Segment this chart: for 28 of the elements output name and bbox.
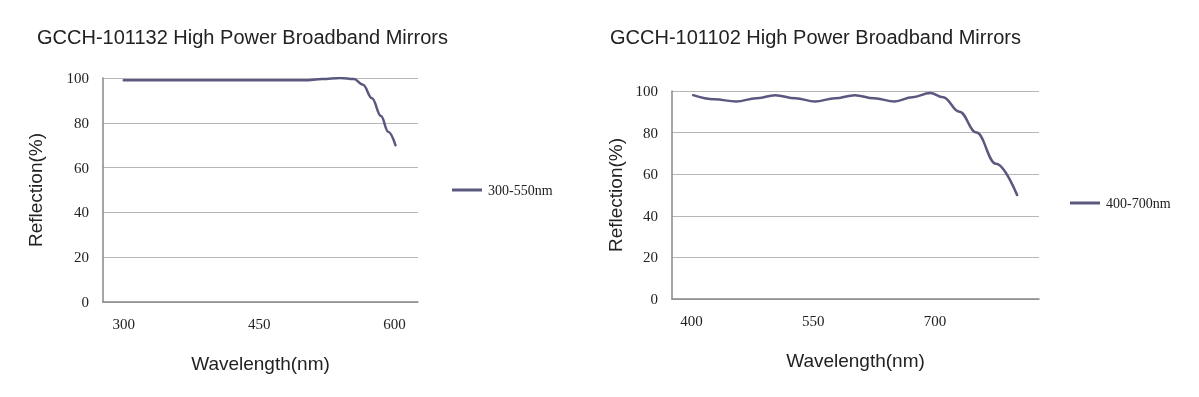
y-tick-label: 60 [74, 159, 89, 176]
x-tick-label: 300 [112, 315, 136, 332]
line-series [122, 76, 397, 147]
chart-title: GCCH-101132 High Power Broadband Mirrors [37, 26, 448, 48]
x-axis-title: Wavelength(nm) [786, 350, 925, 371]
legend-label: 400-700nm [1106, 195, 1171, 211]
y-tick-label: 0 [650, 291, 658, 307]
y-tick-label: 60 [643, 166, 658, 183]
line-series [691, 91, 1019, 197]
chart-title: GCCH-101102 High Power Broadband Mirrors [610, 26, 1021, 48]
y-tick-label: 0 [81, 294, 89, 310]
y-axis-title: Reflection(%) [25, 132, 46, 248]
y-tick-label: 40 [74, 204, 89, 221]
y-tick-label: 40 [643, 207, 658, 224]
x-tick-label: 550 [802, 312, 825, 329]
x-tick-label: 600 [383, 315, 406, 332]
y-tick-label: 100 [66, 70, 89, 86]
y-tick-label: 20 [643, 249, 658, 266]
x-axis-title: Wavelength(nm) [191, 353, 330, 374]
y-tick-label: 80 [643, 124, 658, 141]
legend-label: 300-550nm [488, 182, 553, 198]
y-tick-label: 20 [74, 249, 89, 266]
y-tick-label: 80 [74, 114, 89, 131]
y-axis-title: Reflection(%) [604, 137, 626, 253]
x-tick-label: 400 [680, 312, 703, 329]
x-tick-label: 700 [923, 312, 947, 329]
y-tick-label: 100 [635, 83, 658, 99]
x-tick-label: 450 [247, 315, 271, 332]
